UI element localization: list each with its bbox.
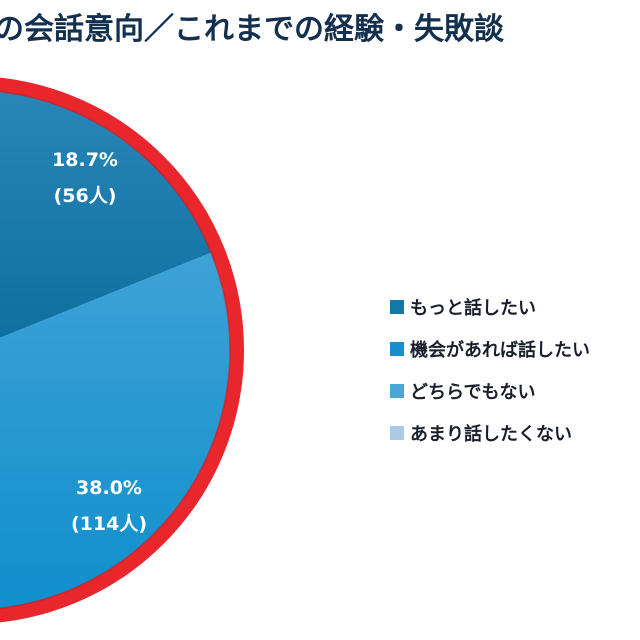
legend-item-amari: あまり話したくない (390, 412, 590, 454)
legend: もっと話したい 機会があれば話したい どちらでもない あまり話したくない (390, 286, 590, 454)
legend-swatch (390, 342, 404, 356)
legend-label: 機会があれば話したい (410, 340, 590, 361)
legend-item-motto: もっと話したい (390, 286, 590, 328)
legend-swatch (390, 384, 404, 398)
percent-value: 38.0% (76, 477, 142, 499)
highlight-ring (0, 77, 244, 623)
legend-label: どちらでもない (410, 382, 536, 403)
percent-value: 18.7% (52, 149, 118, 171)
legend-item-dochira: どちらでもない (390, 370, 590, 412)
count-value: (114人) (70, 513, 148, 535)
slice-label-motto: 18.7% (56人) (40, 142, 130, 214)
pie-slice-kikai (0, 252, 232, 611)
legend-label: あまり話したくない (410, 424, 572, 445)
slice-label-kikai: 38.0% (114人) (64, 470, 154, 542)
legend-swatch (390, 426, 404, 440)
chart-title: の会話意向／これまでの経験・失敗談 (0, 12, 504, 47)
count-value: (56人) (53, 185, 117, 207)
legend-swatch (390, 300, 404, 314)
legend-item-kikai: 機会があれば話したい (390, 328, 590, 370)
pie-slice-motto (0, 89, 213, 338)
legend-label: もっと話したい (410, 298, 536, 319)
